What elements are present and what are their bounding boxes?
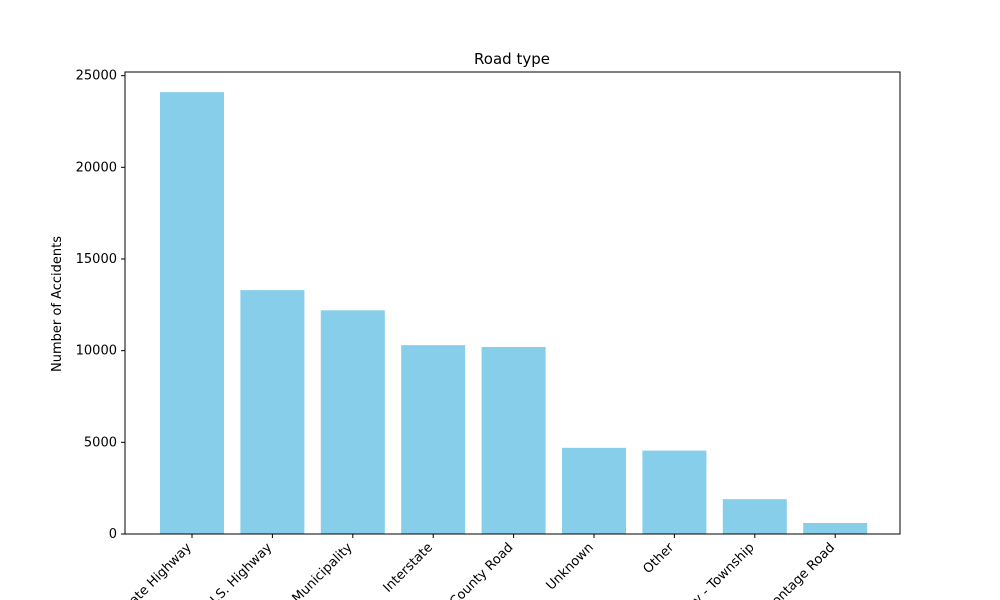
x-tick-label: Interstate <box>381 540 436 595</box>
x-tick-label: County Road <box>447 540 516 600</box>
bar <box>642 450 707 534</box>
axes-frame <box>124 71 901 535</box>
bar <box>803 523 868 534</box>
x-tick-label: City - Township <box>678 540 758 600</box>
y-tick-label: 0 <box>109 527 117 542</box>
bar <box>320 310 385 534</box>
plot-area: 0 5000 10000 15000 20000 25000 State Highway U.… <box>76 69 901 600</box>
bar <box>401 345 466 534</box>
x-tick-label: Municipality <box>290 540 356 600</box>
chart-title: Road type <box>474 50 550 68</box>
x-tick-label: U.S. Highway <box>204 540 276 600</box>
bar <box>562 447 626 534</box>
y-tick-label: 10000 <box>76 344 117 359</box>
x-tick-label: Frontage Road <box>761 540 838 600</box>
y-tick-label: 25000 <box>76 69 117 84</box>
x-tick-label: Unknown <box>544 540 597 593</box>
x-tick-label: Other <box>641 540 678 577</box>
bar <box>160 92 224 535</box>
y-tick-label: 20000 <box>76 160 117 175</box>
x-tick-label: State Highway <box>117 540 195 600</box>
y-axis-label: Number of Accidents <box>50 236 65 372</box>
y-tick-label: 15000 <box>76 252 117 267</box>
y-tick-label: 5000 <box>84 435 117 450</box>
bar <box>722 499 787 534</box>
bar <box>481 347 546 534</box>
bar <box>240 290 305 534</box>
